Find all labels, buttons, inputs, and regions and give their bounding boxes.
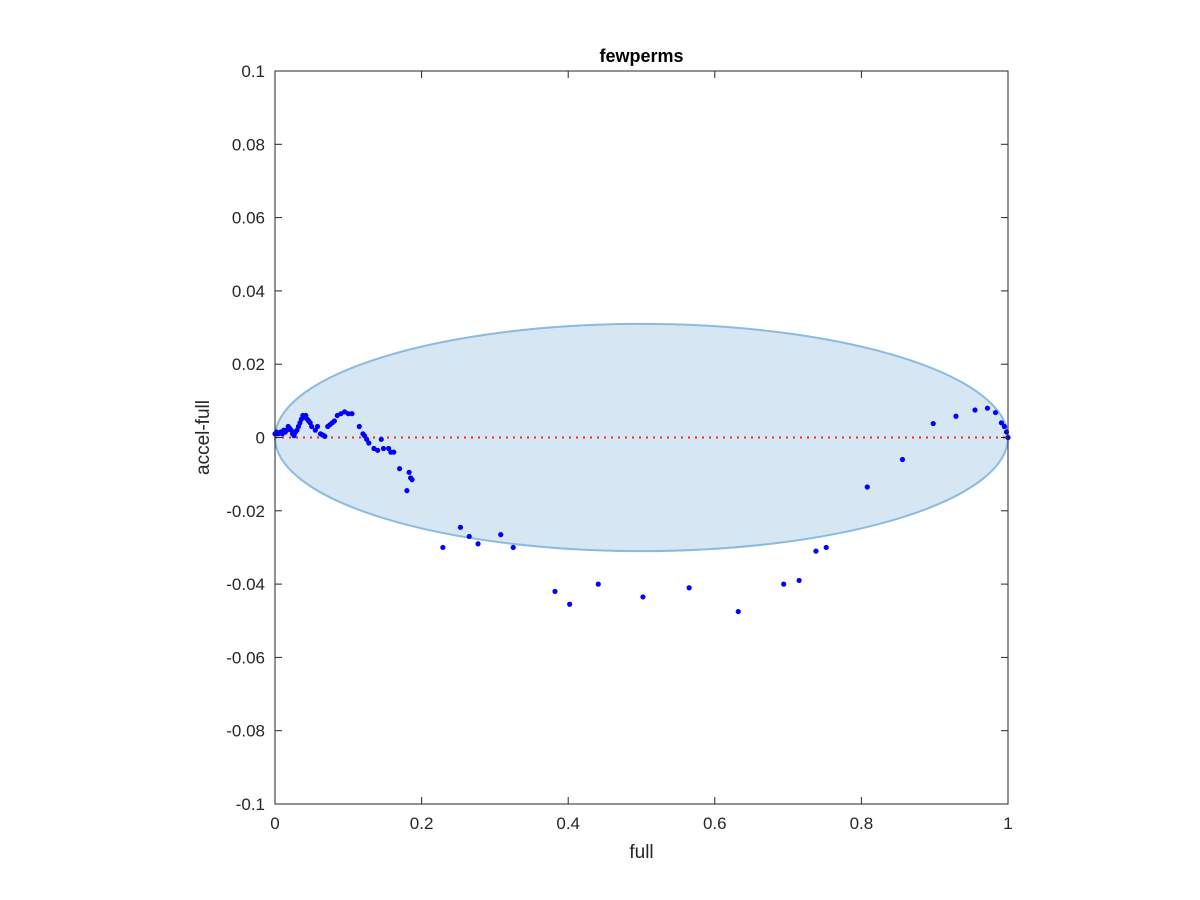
x-tick-label: 0.6: [703, 814, 727, 833]
y-tick-label: 0: [256, 429, 265, 448]
y-tick-label: -0.02: [226, 502, 265, 521]
data-point: [375, 447, 381, 453]
data-point: [813, 548, 819, 554]
data-point: [567, 601, 573, 607]
data-point: [440, 544, 446, 551]
data-point: [899, 456, 906, 463]
data-point: [972, 407, 978, 413]
y-tick-label: 0.08: [232, 135, 265, 154]
x-axis-label: full: [629, 842, 653, 863]
data-point: [309, 423, 315, 430]
data-point: [640, 594, 646, 600]
y-tick-label: 0.06: [232, 209, 265, 228]
data-point: [475, 541, 481, 547]
data-point: [1001, 423, 1007, 430]
y-tick-label: -0.04: [226, 575, 265, 594]
data-point: [823, 544, 829, 551]
data-point: [391, 449, 397, 455]
data-point: [796, 577, 802, 584]
y-tick-label: -0.1: [236, 795, 265, 814]
y-tick-label: 0.04: [232, 282, 265, 301]
data-point: [992, 409, 999, 416]
x-tick-label: 0.4: [556, 814, 580, 833]
x-tick-label: 1: [1003, 814, 1012, 833]
data-point: [998, 420, 1005, 426]
data-point: [378, 436, 384, 442]
data-point: [404, 488, 410, 494]
data-point: [331, 418, 337, 424]
data-point: [595, 581, 601, 587]
data-point: [552, 588, 558, 595]
data-point: [356, 423, 362, 430]
data-point: [457, 524, 464, 530]
data-point: [397, 466, 403, 472]
data-point: [498, 532, 504, 538]
data-point: [409, 477, 415, 483]
data-point: [366, 440, 372, 446]
data-point: [406, 469, 412, 475]
data-point: [984, 405, 991, 411]
x-tick-label: 0.2: [410, 814, 434, 833]
x-tick-label: 0.8: [850, 814, 874, 833]
data-point: [380, 445, 387, 452]
y-tick-label: 0.1: [241, 62, 265, 81]
y-tick-label: -0.08: [226, 722, 265, 741]
y-axis-label: accel-full: [193, 400, 214, 475]
data-point: [345, 411, 351, 417]
data-point: [349, 411, 355, 417]
data-point: [864, 484, 870, 490]
data-point: [314, 423, 321, 430]
data-point: [466, 533, 472, 540]
data-point: [735, 608, 741, 615]
data-point: [686, 585, 692, 591]
data-point: [322, 433, 328, 440]
data-point: [781, 581, 787, 587]
data-point: [953, 413, 959, 419]
x-tick-label: 0: [270, 814, 279, 833]
y-tick-label: -0.06: [226, 648, 265, 667]
data-point: [930, 420, 936, 427]
data-point: [510, 544, 516, 551]
chart-title: fewperms: [599, 46, 683, 66]
y-tick-label: 0.02: [232, 355, 265, 374]
